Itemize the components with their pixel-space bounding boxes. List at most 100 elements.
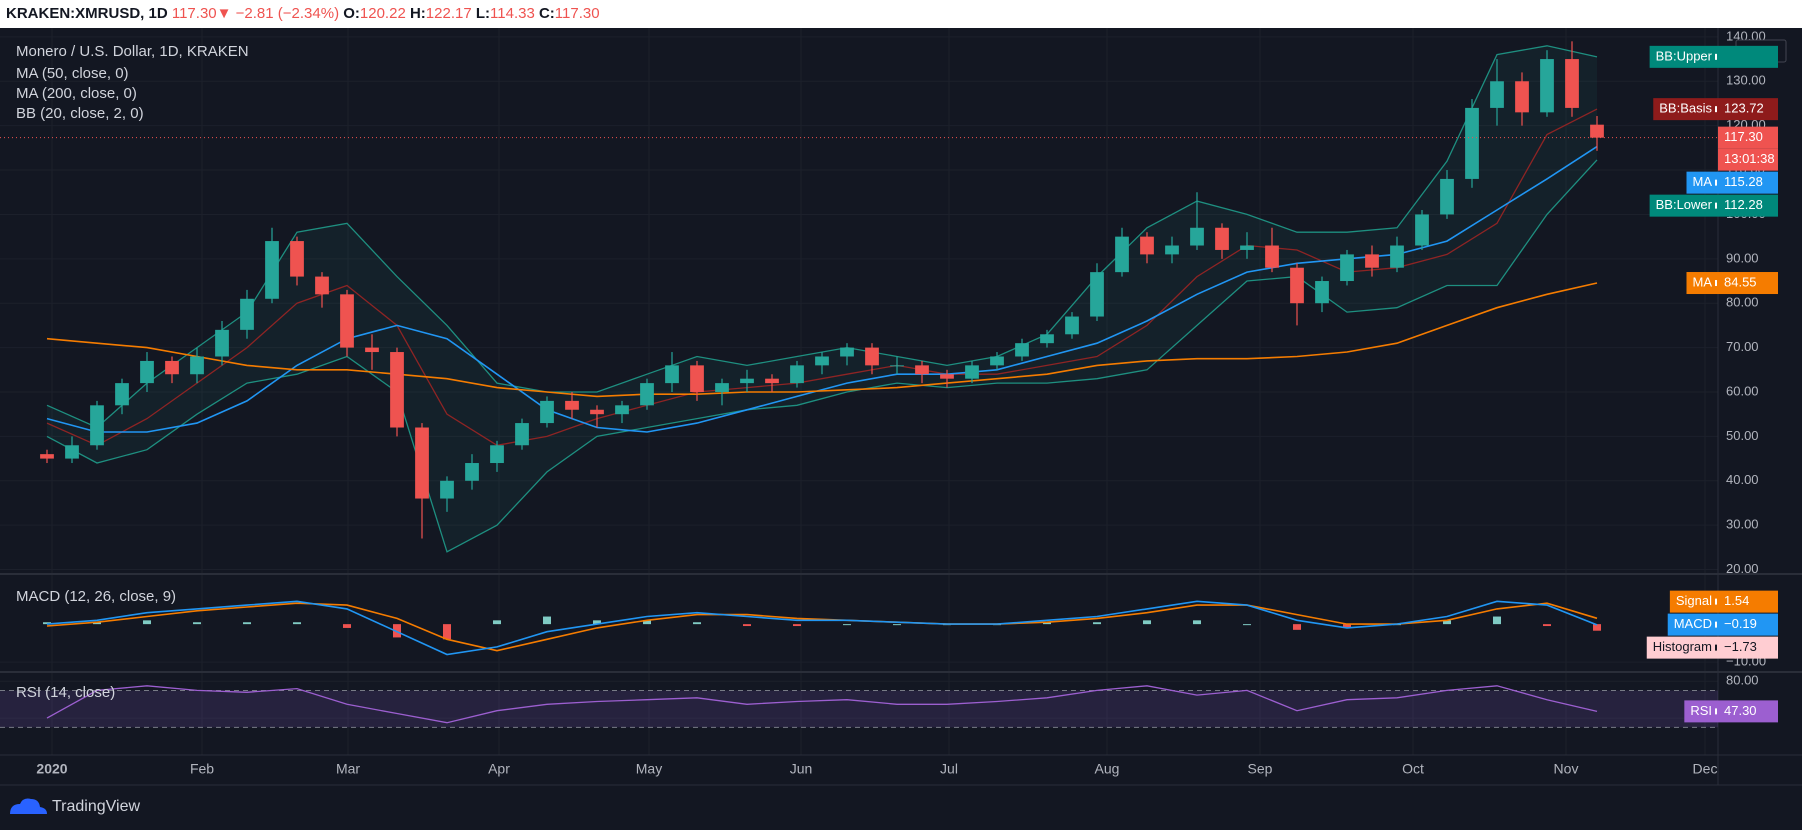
tag-value: 123.72: [1724, 101, 1764, 116]
candle-body: [1365, 254, 1379, 268]
y-tick-label: 130.00: [1726, 73, 1766, 88]
tag-value: 112.28: [1724, 197, 1763, 212]
histogram-bar: [43, 622, 51, 625]
histogram-bar: [343, 624, 351, 628]
background: [0, 28, 1802, 830]
histogram-bar: [1193, 620, 1201, 625]
histogram-bar: [243, 622, 251, 625]
logo: [10, 798, 47, 814]
y-tick-label: 50.00: [1726, 428, 1759, 443]
tag-box: [1667, 613, 1778, 636]
candle-body: [640, 383, 654, 406]
histogram-bar: [1143, 620, 1151, 625]
candle-body: [1265, 245, 1279, 268]
candle-body: [790, 365, 804, 384]
tag-box: [1669, 590, 1778, 613]
macd-line: [46, 600, 1598, 656]
candle-body: [1115, 236, 1129, 273]
bb-basis-line: [46, 108, 1598, 447]
legend-text: Monero / U.S. Dollar, 1D, KRAKEN: [16, 43, 249, 60]
price-tag: Signal 1.54: [1669, 590, 1778, 613]
candle-body: [540, 400, 554, 424]
macd-line: [46, 602, 1598, 652]
y-tick-label: 60.00: [1726, 383, 1759, 398]
date-label: May: [636, 761, 662, 777]
candle-body: [1490, 81, 1504, 108]
candle-body: [315, 276, 329, 295]
histogram-bar: [1543, 624, 1551, 627]
candle-body: [290, 241, 304, 277]
candle-body: [215, 329, 229, 357]
candle-body: [265, 241, 279, 299]
candle-body: [840, 347, 854, 357]
date-label: Feb: [190, 761, 214, 777]
candle-body: [940, 374, 954, 379]
brand: TradingView: [52, 798, 140, 815]
histogram-bar: [1293, 624, 1301, 630]
tag-name: BB:Basis: [1659, 101, 1712, 116]
price-tag: BB:Upper: [1649, 45, 1778, 68]
tag-name: Signal: [1676, 593, 1712, 608]
legend-text: MA (200, close, 0): [16, 85, 137, 102]
candle-body: [340, 294, 354, 348]
change-arrow: ▼: [216, 5, 232, 22]
histogram-bar: [93, 622, 101, 625]
tag-box: [1649, 194, 1778, 217]
candle-body: [565, 400, 579, 410]
countdown-box: [1718, 148, 1778, 171]
candle-body: [465, 463, 479, 481]
rsi-line: [46, 685, 1598, 724]
date-label: Nov: [1554, 761, 1579, 777]
date-label: Jun: [790, 761, 813, 777]
candle-body: [1290, 267, 1304, 304]
date-label: Oct: [1402, 761, 1424, 777]
countdown: 13:01:38: [1724, 151, 1775, 166]
candle-body: [1065, 316, 1079, 335]
candle-body: [440, 480, 454, 499]
date-label: Aug: [1095, 761, 1120, 777]
tag-box: [1686, 272, 1778, 295]
candle-body: [1040, 334, 1054, 344]
candle-body: [690, 365, 704, 392]
header: KRAKEN:XMRUSD, 1D 117.30▼ −2.81 (−2.34%)…: [0, 0, 1802, 28]
ohlc-label: L:: [475, 5, 491, 22]
candle-body: [40, 454, 54, 459]
candle-body: [615, 405, 629, 415]
histogram-bar: [643, 620, 651, 625]
candle-body: [990, 356, 1004, 366]
histogram-bar: [893, 624, 901, 626]
y-tick-label: 70.00: [1726, 339, 1759, 354]
price-tag: MA 115.28: [1686, 171, 1778, 194]
grid-layer: [0, 28, 1718, 755]
y-tick-label: 20.00: [1726, 561, 1759, 576]
candle-body: [1165, 245, 1179, 255]
tag-box: [1684, 700, 1778, 723]
candle-body: [1565, 59, 1579, 108]
candle-body: [590, 409, 604, 415]
histogram-bar: [793, 624, 801, 627]
y-tick-label: 40.00: [1726, 472, 1759, 487]
histogram-bar: [1493, 616, 1501, 625]
candle-body: [90, 405, 104, 446]
histogram-bar: [843, 624, 851, 626]
candle-body: [140, 360, 154, 384]
tag-name: BB:Lower: [1656, 197, 1713, 212]
histogram-bar: [1593, 624, 1601, 631]
ma-line: [46, 145, 1598, 433]
price-tag: BB:Lower 112.28: [1649, 194, 1778, 217]
candle-body: [165, 360, 179, 375]
tag-value: 117.30: [1724, 129, 1763, 144]
candle-body: [240, 298, 254, 330]
candle-body: [515, 423, 529, 446]
candle-body: [1090, 272, 1104, 317]
tag-name: MA: [1693, 174, 1713, 189]
histogram-bar: [1243, 624, 1251, 626]
candle-body: [65, 445, 79, 459]
candle-body: [390, 352, 404, 428]
candle-body: [115, 383, 129, 406]
histogram-bar: [1343, 624, 1351, 628]
candle-body: [1315, 281, 1329, 304]
legend-text: BB (20, close, 2, 0): [16, 105, 144, 122]
histogram-bar: [293, 622, 301, 625]
